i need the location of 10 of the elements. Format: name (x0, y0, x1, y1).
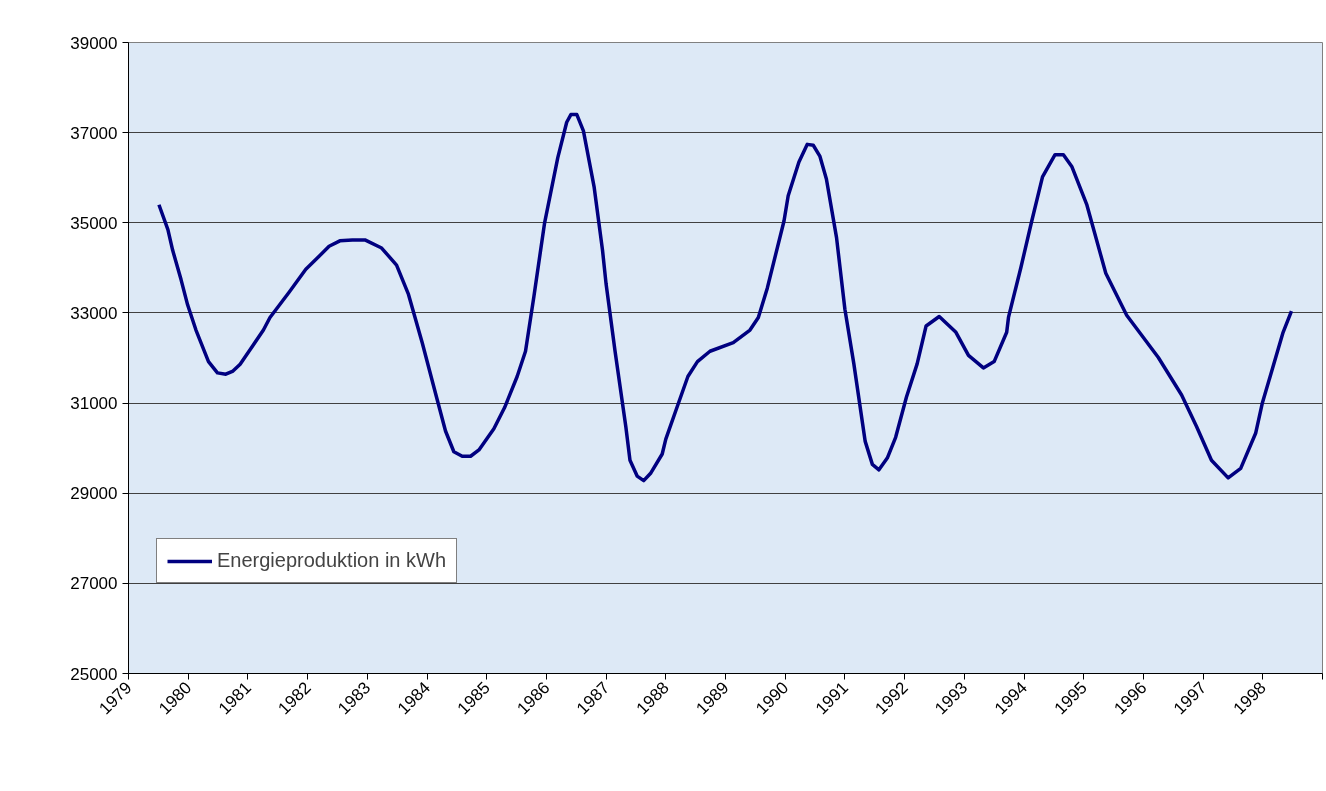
y-tick-label: 33000 (70, 303, 118, 323)
line-series (157, 112, 1294, 483)
y-tick-label: 27000 (70, 574, 118, 594)
y-tick-label: 25000 (70, 664, 118, 684)
y-tick-label: 35000 (70, 213, 118, 233)
y-tick-label: 31000 (70, 394, 118, 414)
y-tick-label: 29000 (70, 484, 118, 504)
y-tick-label: 37000 (70, 123, 118, 143)
legend-label: Energieproduktion in kWh (217, 549, 447, 572)
y-tick-label: 39000 (70, 33, 118, 53)
